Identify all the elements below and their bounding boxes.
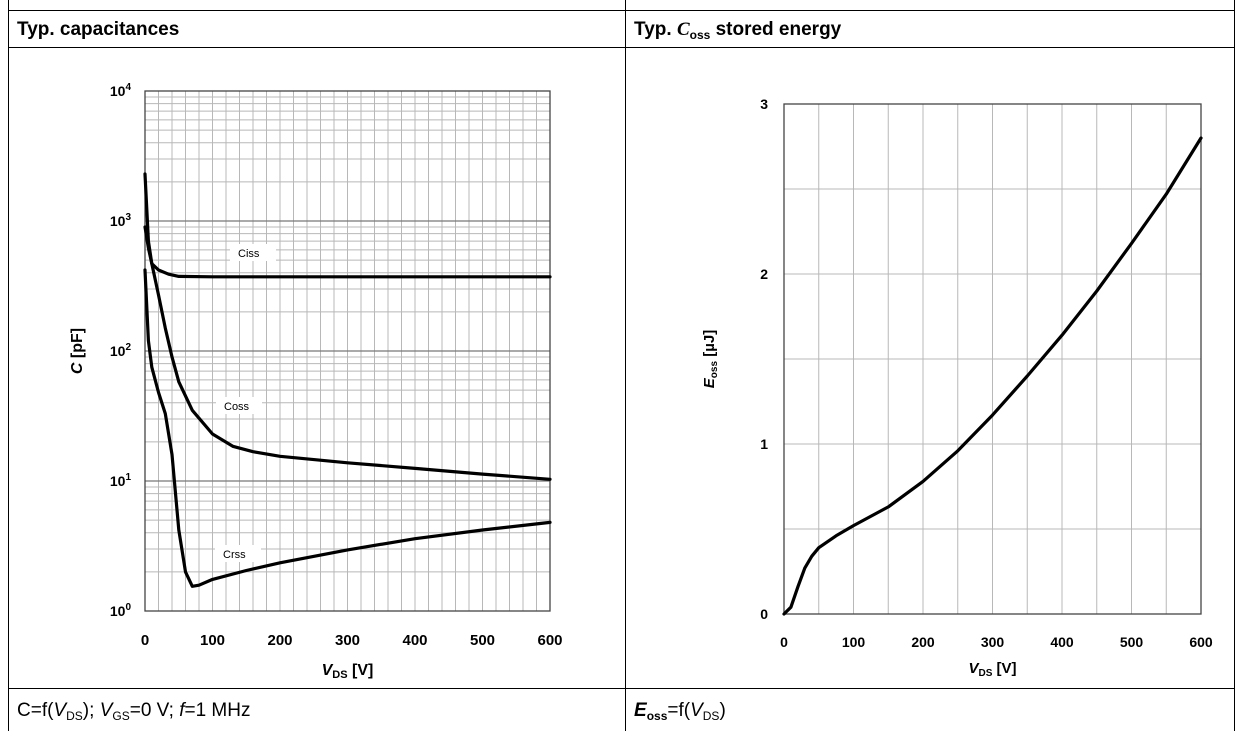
x-tick-label: 300 bbox=[981, 634, 1005, 650]
x-tick-label: 600 bbox=[1189, 634, 1213, 650]
capacitance-panel: Typ. capacitances 0 100 200 300 400 500 600 100… bbox=[8, 0, 626, 731]
caption-f-symbol: f bbox=[179, 700, 185, 721]
x-axis-subscript: DS bbox=[332, 669, 347, 681]
x-axis-subscript: DS bbox=[978, 668, 992, 679]
energy-title: Typ. Coss stored energy bbox=[634, 19, 841, 42]
caption-vgs-value: =0 V; bbox=[129, 700, 180, 721]
x-tick-label: 400 bbox=[402, 632, 427, 649]
y-tick-exponent: 3 bbox=[125, 212, 131, 223]
x-tick-label: 400 bbox=[1050, 634, 1074, 650]
caption-c-part: C=f( bbox=[17, 700, 54, 721]
y-tick-label: 0 bbox=[760, 606, 768, 622]
energy-title-row: Typ. Coss stored energy bbox=[626, 10, 1234, 48]
caption-close: ) bbox=[719, 700, 726, 721]
x-tick-label: 100 bbox=[200, 632, 225, 649]
y-tick-base: 10 bbox=[110, 343, 126, 359]
energy-caption: Eoss=f(VDS) bbox=[634, 700, 726, 723]
x-axis-unit: [V] bbox=[992, 660, 1016, 677]
x-axis-unit: [V] bbox=[348, 662, 374, 679]
energy-title-c: C bbox=[676, 19, 690, 40]
y-tick-label: 100 bbox=[110, 602, 132, 619]
capacitance-caption: C=f(VDS); VGS=0 V; f=1 MHz bbox=[17, 700, 250, 723]
caption-v-symbol-right: V bbox=[690, 700, 703, 721]
y-tick-exponent: 0 bbox=[125, 602, 131, 613]
series-line-crss bbox=[143, 268, 552, 588]
series-label: Crss bbox=[223, 549, 246, 561]
energy-title-sub: oss bbox=[689, 28, 711, 42]
series-line-coss bbox=[143, 225, 552, 481]
x-tick-label: 100 bbox=[842, 634, 866, 650]
caption-oss-subscript: oss bbox=[646, 709, 668, 723]
y-tick-base: 10 bbox=[110, 83, 126, 99]
y-axis-label: Eoss [µJ] bbox=[701, 330, 720, 388]
caption-v2-symbol: V bbox=[99, 700, 113, 721]
x-axis-symbol: V bbox=[322, 662, 334, 679]
x-tick-label: 200 bbox=[911, 634, 935, 650]
y-tick-exponent: 2 bbox=[125, 342, 131, 353]
energy-caption-row: Eoss=f(VDS) bbox=[626, 688, 1234, 732]
capacitance-caption-row: C=f(VDS); VGS=0 V; f=1 MHz bbox=[9, 688, 625, 732]
series-label-box bbox=[215, 545, 261, 562]
series-label-box bbox=[230, 244, 276, 261]
caption-f-value: =1 MHz bbox=[184, 700, 251, 721]
y-axis-unit: [µJ] bbox=[701, 330, 718, 361]
y-axis-label: C [pF] bbox=[69, 328, 86, 374]
y-tick-label: 103 bbox=[110, 212, 132, 229]
caption-e-symbol: E bbox=[634, 700, 647, 721]
energy-title-prefix: Typ. bbox=[634, 19, 677, 40]
caption-ds-subscript: DS bbox=[66, 709, 83, 723]
y-axis-symbol: E bbox=[701, 377, 718, 388]
y-tick-base: 10 bbox=[110, 603, 126, 619]
y-axis-symbol: C bbox=[69, 362, 86, 374]
capacitance-title-row: Typ. capacitances bbox=[9, 10, 625, 48]
x-tick-label: 300 bbox=[335, 632, 360, 649]
x-axis-label: VDS [V] bbox=[968, 660, 1016, 679]
series-label-box bbox=[216, 397, 262, 414]
x-tick-label: 500 bbox=[1120, 634, 1144, 650]
y-axis-subscript: oss bbox=[709, 361, 720, 379]
x-tick-label: 500 bbox=[470, 632, 495, 649]
y-tick-label: 1 bbox=[760, 436, 768, 452]
x-tick-label: 0 bbox=[780, 634, 788, 650]
y-tick-base: 10 bbox=[110, 213, 126, 229]
energy-panel: Typ. Coss stored energy 0 100 200 300 400 500… bbox=[625, 0, 1235, 731]
y-tick-label: 3 bbox=[760, 96, 768, 112]
x-axis-label: VDS [V] bbox=[322, 662, 374, 681]
energy-chart: 0 100 200 300 400 500 600 0 1 2 3 VDS [V] Eoss [µJ] bbox=[701, 96, 1213, 679]
y-tick-label: 101 bbox=[110, 472, 132, 489]
energy-title-suffix: stored energy bbox=[710, 19, 842, 40]
y-tick-exponent: 4 bbox=[125, 82, 131, 93]
caption-ds-subscript-right: DS bbox=[702, 709, 720, 723]
series-label: Ciss bbox=[238, 248, 260, 260]
x-tick-label: 200 bbox=[267, 632, 292, 649]
y-tick-label: 102 bbox=[110, 342, 132, 359]
x-axis-symbol: V bbox=[968, 660, 980, 677]
plot-frame bbox=[144, 90, 551, 612]
x-tick-label: 600 bbox=[537, 632, 562, 649]
plot-frame bbox=[783, 103, 1202, 615]
capacitance-title: Typ. capacitances bbox=[17, 19, 180, 40]
series-line-eoss bbox=[782, 136, 1203, 616]
caption-gs-subscript: GS bbox=[112, 709, 130, 723]
caption-v-symbol: V bbox=[53, 700, 67, 721]
caption-eq: =f( bbox=[667, 700, 691, 721]
y-tick-exponent: 1 bbox=[125, 472, 131, 483]
y-tick-base: 10 bbox=[110, 473, 126, 489]
y-axis-unit: [pF] bbox=[69, 328, 86, 363]
x-tick-label: 0 bbox=[141, 632, 149, 649]
caption-separator: ); bbox=[82, 700, 100, 721]
series-label: Coss bbox=[224, 401, 250, 413]
y-tick-label: 2 bbox=[760, 266, 768, 282]
y-tick-label: 104 bbox=[110, 82, 132, 99]
